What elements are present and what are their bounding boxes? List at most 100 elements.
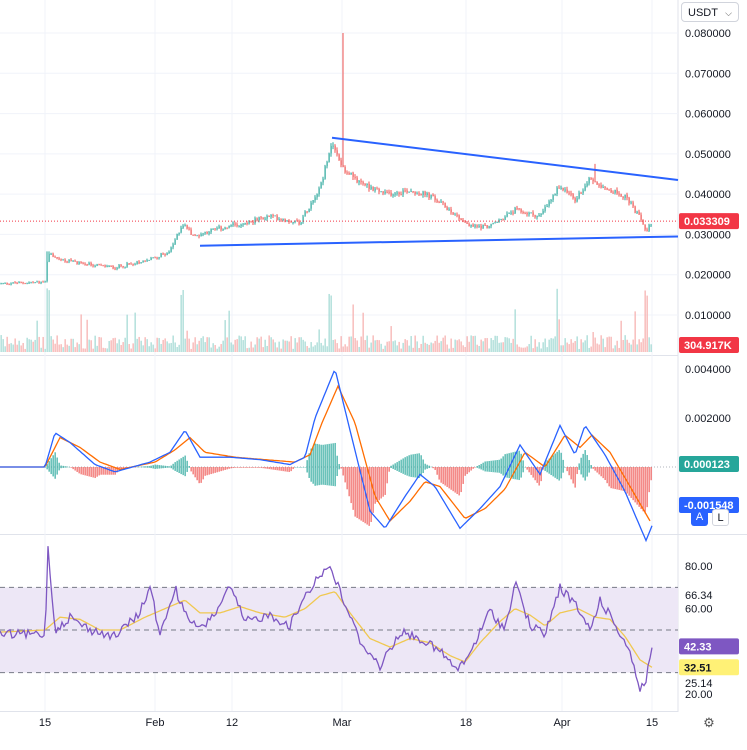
volume-bar [298, 337, 300, 352]
macd-hist-bar [268, 467, 270, 470]
volume-bar [544, 338, 546, 352]
macd-hist-bar [472, 467, 474, 469]
price-axis-labels: 0.080000 0.070000 0.060000 0.050000 0.040000… [685, 28, 731, 701]
candle-body [466, 222, 468, 224]
macd-hist-bar [72, 467, 74, 470]
candle-body [76, 261, 78, 264]
candle-body [112, 266, 114, 269]
volume-bar [590, 346, 592, 352]
volume-bar [542, 342, 544, 352]
candle-body [210, 228, 212, 233]
volume-bar [278, 341, 280, 352]
candle-body [182, 225, 184, 228]
volume-bar [156, 337, 158, 352]
volume-bar [300, 337, 302, 352]
candle-body [500, 218, 502, 220]
candle-body [378, 188, 380, 192]
volume-bar [246, 348, 248, 352]
macd-hist-bar [590, 464, 592, 469]
log-scale-button[interactable]: L [712, 509, 729, 526]
volume-bar [414, 335, 416, 352]
macd-hist-bar [366, 467, 368, 525]
trendlines[interactable] [199, 136, 679, 247]
macd-hist-bar [506, 453, 508, 478]
gear-icon[interactable]: ⚙ [703, 715, 715, 730]
volume-bar [364, 340, 366, 352]
candle-body [216, 228, 218, 230]
candle-body [156, 257, 158, 259]
candle-body [450, 209, 452, 213]
auto-scale-button[interactable]: A [691, 509, 708, 526]
macd-hist-bar [172, 463, 174, 470]
macd-hist-bar [400, 459, 402, 473]
macd-hist-bar [296, 467, 298, 468]
macd-hist-bar [418, 453, 420, 478]
macd-hist-bar [512, 452, 514, 479]
volume-bar [200, 338, 202, 352]
volume-bar [576, 336, 578, 352]
candle-body [66, 261, 68, 263]
macd-hist-bar [48, 461, 50, 472]
candle-body [448, 209, 450, 211]
macd-hist-bar [248, 467, 250, 468]
macd-hist-bar [470, 467, 472, 471]
macd-hist-bar [388, 467, 390, 472]
volume-bar [236, 339, 238, 352]
candle-body [414, 191, 416, 195]
volume-bar [604, 347, 606, 352]
candle-body [186, 225, 188, 229]
volume-bar [382, 348, 384, 352]
candle-body [92, 265, 94, 267]
volume-bar [308, 347, 310, 352]
volume-bar [488, 348, 490, 352]
volume-bar [36, 320, 38, 352]
candle-body [150, 257, 152, 260]
candle-body [192, 234, 194, 236]
candle-body [142, 260, 144, 263]
candle-body [62, 259, 64, 261]
volume-bar [532, 348, 534, 352]
candle-body [492, 223, 494, 225]
candle-body [498, 219, 500, 222]
macd-hist-bar [230, 467, 232, 469]
candle-body [10, 283, 12, 285]
candle-body [580, 192, 582, 194]
volume-bar [594, 337, 596, 352]
candle-body [602, 186, 604, 188]
volume-bar [472, 336, 474, 352]
macd-hist-bar [308, 453, 310, 478]
volume-bar [644, 290, 646, 352]
volume-bar [422, 335, 424, 352]
volume-bar [598, 344, 600, 352]
macd-hist-bar [620, 467, 622, 491]
macd-hist-bar [414, 453, 416, 478]
candle-body [350, 172, 352, 175]
price-tick-label: 0.020000 [685, 270, 731, 282]
currency-dropdown[interactable]: USDT ⌵ [681, 2, 739, 22]
volume-bar [140, 340, 142, 352]
candle-body [410, 191, 412, 193]
candle-body [320, 182, 322, 189]
candle-body [366, 183, 368, 186]
price-tick-label: 0.030000 [685, 229, 731, 241]
volume-bar [192, 342, 194, 352]
candle-body [302, 216, 304, 223]
candle-body [502, 218, 504, 220]
candle-body [176, 234, 178, 240]
time-tick-label: Feb [146, 717, 165, 729]
macd-hist-bar [568, 467, 570, 476]
volume-bar [336, 343, 338, 352]
candle-body [640, 214, 642, 220]
volume-bar [522, 347, 524, 352]
macd-hist-bar [598, 467, 600, 475]
macd-hist-bar [518, 450, 520, 481]
candle-body [20, 282, 22, 284]
candle-body [246, 223, 248, 225]
candle-body [394, 193, 396, 195]
macd-hist-bar [424, 463, 426, 470]
volume-bar [454, 339, 456, 352]
candle-body [550, 199, 552, 202]
macd-hist-bar [446, 467, 448, 487]
candle-body [408, 191, 410, 193]
